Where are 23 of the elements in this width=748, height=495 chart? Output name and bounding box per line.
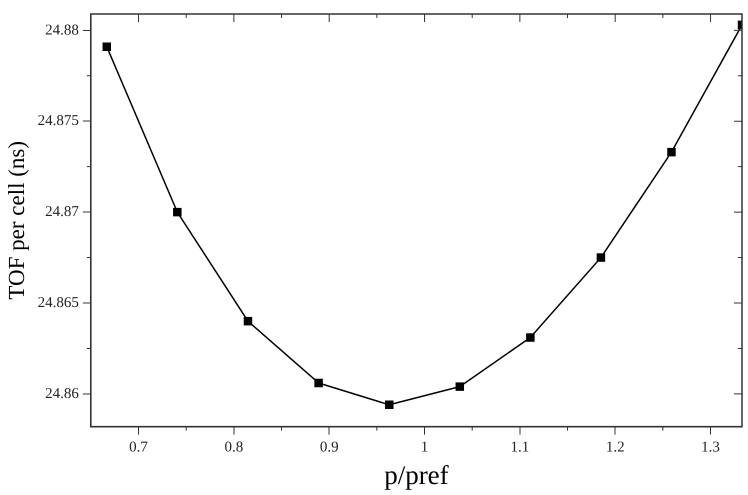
point bbox=[173, 208, 182, 216]
y-tick-label: 24.87 bbox=[45, 204, 80, 220]
x-tick-label: 0.7 bbox=[129, 440, 148, 456]
x-tick-label: 0.8 bbox=[224, 440, 244, 456]
y-tick-label: 24.88 bbox=[45, 22, 79, 38]
point bbox=[596, 253, 606, 262]
y-tick-label: 24.875 bbox=[38, 113, 79, 130]
point bbox=[456, 382, 464, 391]
x-tick-label: 1.3 bbox=[701, 440, 720, 456]
x-tick-label: 0.9 bbox=[320, 440, 339, 456]
point bbox=[385, 400, 394, 410]
y-tick-label: 24.86 bbox=[45, 386, 80, 402]
y-axis-title: TOF per cell (ns) bbox=[4, 140, 29, 300]
y-tick-label: 24.865 bbox=[38, 294, 79, 311]
point bbox=[102, 42, 112, 51]
x-axis-title: p/pref bbox=[384, 460, 449, 490]
x-tick-label: 1.1 bbox=[510, 440, 530, 456]
x-tick-label: 1 bbox=[420, 440, 428, 456]
point bbox=[244, 316, 252, 326]
point bbox=[526, 333, 535, 342]
x-tick-label: 1.2 bbox=[606, 440, 625, 456]
point bbox=[314, 378, 323, 388]
point bbox=[667, 148, 676, 156]
